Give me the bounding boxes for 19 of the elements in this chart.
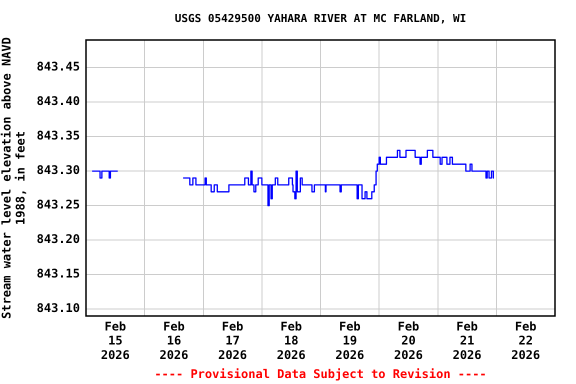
- x-tick-label: Feb 17 2026: [218, 319, 248, 362]
- y-tick-label: 843.45: [36, 60, 80, 74]
- y-tick-label: 843.40: [36, 94, 80, 108]
- y-axis-title: Stream water level elevation above NAVD 1988, in feet: [0, 37, 28, 319]
- y-tick-label: 843.30: [36, 163, 80, 178]
- x-tick-label: Feb 15 2026: [100, 319, 130, 362]
- y-tick-label: 843.15: [36, 266, 80, 281]
- y-tick-label: 843.20: [36, 232, 80, 246]
- y-tick-label: 843.25: [36, 198, 80, 212]
- x-tick-label: Feb 21 2026: [452, 319, 482, 362]
- x-tick-label: Feb 16 2026: [159, 319, 188, 362]
- y-tick-label: 843.35: [36, 128, 80, 143]
- x-tick-label: Feb 20 2026: [394, 319, 423, 362]
- chart-title: USGS 05429500 YAHARA RIVER AT MC FARLAND, WI: [174, 12, 468, 25]
- text: ---- Provisional Data Subject to Revision ----: [153, 367, 488, 381]
- x-tick-label: Feb 18 2026: [276, 319, 306, 362]
- x-tick-label: Feb 22 2026: [511, 319, 540, 362]
- x-tick-label: Feb 19 2026: [335, 319, 364, 362]
- y-tick-label: 843.10: [36, 301, 80, 316]
